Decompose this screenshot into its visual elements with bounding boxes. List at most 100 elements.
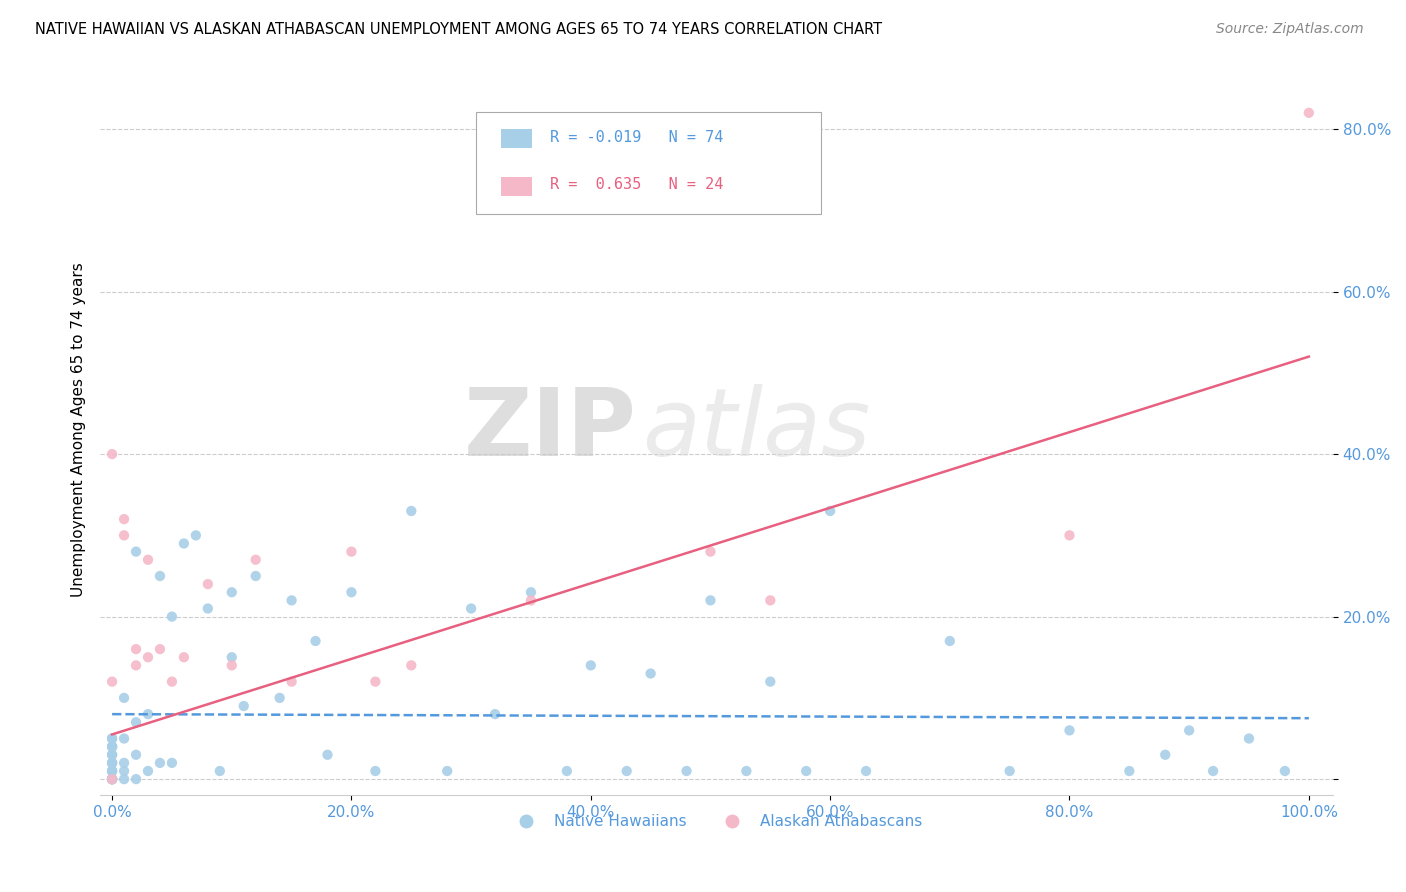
Point (101, 447, 124, 461)
Point (112, 528, 135, 542)
Point (1059, 528, 1081, 542)
Y-axis label: Unemployment Among Ages 65 to 74 years: Unemployment Among Ages 65 to 74 years (72, 262, 86, 597)
Point (401, 658, 423, 673)
Text: Source: ZipAtlas.com: Source: ZipAtlas.com (1216, 22, 1364, 37)
Point (101, 772, 124, 786)
Point (855, 764, 877, 778)
Point (101, 756, 124, 770)
Point (197, 601, 219, 615)
Point (208, 764, 231, 778)
Point (173, 650, 195, 665)
Bar (501, 129, 531, 148)
Point (221, 585, 243, 599)
Point (221, 650, 243, 665)
Point (1178, 723, 1201, 738)
Point (484, 707, 506, 722)
Point (794, 764, 817, 778)
Point (112, 690, 135, 705)
Point (340, 585, 363, 599)
Point (125, 642, 148, 657)
Text: NATIVE HAWAIIAN VS ALASKAN ATHABASCAN UNEMPLOYMENT AMONG AGES 65 TO 74 YEARS COR: NATIVE HAWAIIAN VS ALASKAN ATHABASCAN UN… (35, 22, 883, 37)
Point (436, 764, 458, 778)
Point (101, 747, 124, 762)
Text: R = -0.019   N = 74: R = -0.019 N = 74 (550, 129, 724, 145)
Point (1154, 747, 1177, 762)
Point (160, 674, 183, 689)
Point (101, 772, 124, 786)
Point (125, 544, 148, 558)
Point (101, 772, 124, 786)
Point (112, 764, 135, 778)
Point (401, 504, 423, 518)
Point (101, 772, 124, 786)
Point (1274, 764, 1296, 778)
Point (125, 715, 148, 730)
Text: R =  0.635   N = 24: R = 0.635 N = 24 (550, 178, 724, 193)
Point (269, 690, 291, 705)
Point (1237, 731, 1260, 746)
Point (340, 544, 363, 558)
Point (125, 772, 148, 786)
Point (1118, 764, 1140, 778)
Point (160, 756, 183, 770)
Point (101, 764, 124, 778)
Point (1059, 723, 1081, 738)
Point (197, 577, 219, 591)
Point (101, 756, 124, 770)
Point (101, 739, 124, 754)
Point (149, 569, 172, 583)
Point (280, 674, 302, 689)
Point (579, 658, 602, 673)
Point (232, 698, 254, 713)
Point (101, 772, 124, 786)
Point (759, 674, 782, 689)
Point (280, 593, 302, 607)
Point (101, 764, 124, 778)
Point (304, 634, 326, 648)
Point (1202, 764, 1225, 778)
Point (675, 764, 697, 778)
Point (101, 772, 124, 786)
Point (520, 593, 543, 607)
Point (101, 772, 124, 786)
Point (101, 739, 124, 754)
Point (173, 536, 195, 550)
Point (136, 707, 159, 722)
Bar (501, 177, 531, 195)
Point (364, 674, 387, 689)
Point (112, 772, 135, 786)
Point (101, 739, 124, 754)
Point (520, 585, 543, 599)
Point (149, 756, 172, 770)
Point (101, 674, 124, 689)
Point (160, 609, 183, 624)
Point (364, 764, 387, 778)
Point (101, 772, 124, 786)
Point (125, 747, 148, 762)
Point (101, 764, 124, 778)
Point (149, 642, 172, 657)
Text: atlas: atlas (643, 384, 870, 475)
Legend: Native Hawaiians, Alaskan Athabascans: Native Hawaiians, Alaskan Athabascans (505, 808, 928, 835)
Point (316, 747, 339, 762)
Point (555, 764, 578, 778)
Point (818, 504, 841, 518)
Point (735, 764, 758, 778)
Point (699, 544, 721, 558)
Point (1298, 105, 1320, 120)
Point (112, 756, 135, 770)
Point (616, 764, 638, 778)
Point (101, 747, 124, 762)
Point (998, 764, 1021, 778)
Point (939, 634, 962, 648)
Point (112, 512, 135, 526)
Point (136, 764, 159, 778)
Text: ZIP: ZIP (464, 384, 637, 475)
Point (184, 528, 207, 542)
Point (460, 601, 482, 615)
Point (136, 650, 159, 665)
FancyBboxPatch shape (477, 112, 821, 214)
Point (221, 658, 243, 673)
Point (101, 731, 124, 746)
Point (125, 658, 148, 673)
